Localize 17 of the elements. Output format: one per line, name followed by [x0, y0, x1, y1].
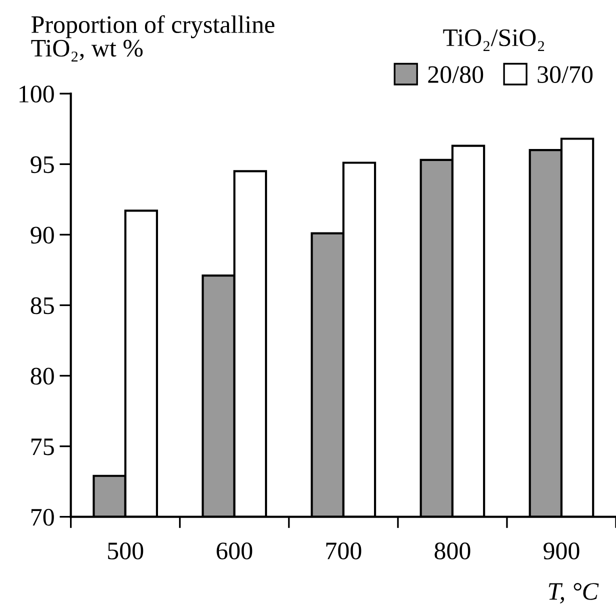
- x-tick-label: 700: [326, 542, 362, 560]
- y-tick-label: 80: [30, 368, 54, 385]
- y-tick-label: 90: [30, 226, 54, 244]
- y-tick-label: 85: [30, 297, 54, 314]
- x-tick-label: 600: [216, 542, 252, 560]
- y-tick-label: 95: [30, 156, 54, 174]
- y-tick-label: 70: [32, 508, 54, 526]
- legend-title: TiO₂/SiO₂: [443, 29, 544, 52]
- y-tick-label: 75: [32, 438, 54, 456]
- legend-label: 20/80: [428, 66, 484, 83]
- x-tick-label: 900: [544, 542, 580, 560]
- x-tick-label: 800: [434, 542, 470, 560]
- x-axis-title: T, °C: [548, 583, 599, 604]
- y-tick-label: 100: [20, 86, 54, 103]
- y-axis-title: Proportion of crystalline TiO₂, wt %: [31, 15, 274, 62]
- x-tick-label: 500: [108, 542, 144, 560]
- legend-label: 30/70: [538, 66, 593, 83]
